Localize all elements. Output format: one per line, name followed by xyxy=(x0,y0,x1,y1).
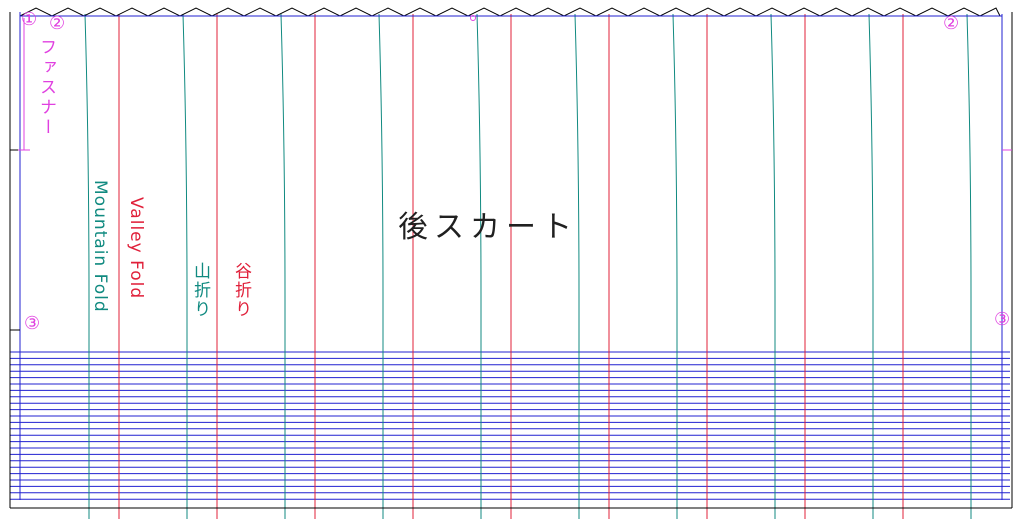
marker-3-right: ③ xyxy=(994,309,1011,330)
mountain-fold-line xyxy=(182,13,188,519)
mountain-fold-line xyxy=(868,13,874,519)
mountain-fold-line xyxy=(672,13,678,519)
mountain-fold-line xyxy=(770,13,776,519)
mountain-fold-line xyxy=(476,13,482,519)
pattern-outline xyxy=(9,7,1013,509)
mountain-fold-line xyxy=(378,13,384,519)
mountain-fold-line xyxy=(966,13,972,519)
center-mark xyxy=(470,15,476,21)
marker-2-right: ② xyxy=(943,13,960,34)
fold-lines xyxy=(84,13,972,519)
marker-1: ① xyxy=(21,9,38,30)
legend-mountain-fold-en: Mountain Fold xyxy=(90,180,110,313)
legend-mountain-fold-jp: 山折り xyxy=(190,262,210,319)
mountain-fold-line xyxy=(280,13,286,519)
piece-title: 後スカート xyxy=(398,210,578,245)
mountain-fold-line xyxy=(84,13,90,519)
hem-tuck-lines xyxy=(10,351,1010,500)
marker-2-left: ② xyxy=(49,13,66,34)
waist-edge xyxy=(19,7,1001,17)
marker-3-left: ③ xyxy=(24,313,41,334)
zipper-label: ファスナー xyxy=(36,38,56,138)
legend-valley-fold-jp: 谷折り xyxy=(231,262,251,319)
legend-valley-fold-en: Valley Fold xyxy=(126,197,146,300)
mountain-fold-line xyxy=(574,13,580,519)
